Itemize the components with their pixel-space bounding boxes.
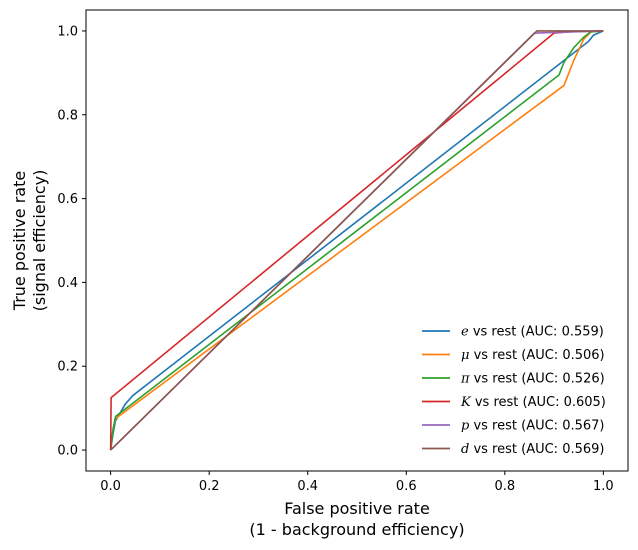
- legend-entry-4: p vs rest (AUC: 0.567): [461, 419, 604, 434]
- legend-label-0: vs rest (AUC: 0.559): [469, 325, 604, 340]
- x-axis-label-line1: False positive rate: [284, 499, 430, 518]
- legend-symbol-2: π: [460, 372, 470, 387]
- series-line-2: [109, 30, 604, 451]
- legend: e vs rest (AUC: 0.559)μ vs rest (AUC: 0.…: [412, 312, 622, 459]
- y-tick-label: 0.2: [57, 360, 78, 375]
- series-line-5: [110, 30, 604, 451]
- x-axis-label-line2: (1 - background efficiency): [249, 520, 464, 539]
- legend-label-5: vs rest (AUC: 0.569): [469, 442, 604, 457]
- legend-symbol-0: e: [461, 325, 469, 340]
- plot-area: [85, 9, 629, 472]
- y-axis-label-line2: (signal efficiency): [30, 170, 49, 312]
- x-tick-label: 1.0: [593, 479, 614, 494]
- x-tick-label: 0.4: [297, 479, 318, 494]
- legend-entry-0: e vs rest (AUC: 0.559): [461, 325, 604, 340]
- legend-label-1: vs rest (AUC: 0.506): [469, 348, 604, 363]
- y-tick-label: 1.0: [57, 24, 78, 39]
- axis-ticks: 0.0 0.2 0.4 0.6 0.8 1.0 0.0 0.2 0.4 0.6 0.8 1.0: [57, 24, 613, 494]
- legend-symbol-3: K: [460, 395, 472, 410]
- y-tick-label: 0.8: [57, 108, 78, 123]
- legend-entry-3: K vs rest (AUC: 0.605): [460, 395, 606, 410]
- y-tick-label: 0.6: [57, 192, 78, 207]
- x-tick-label: 0.8: [494, 479, 515, 494]
- legend-entry-2: π vs rest (AUC: 0.526): [460, 372, 605, 387]
- series-lines: [109, 30, 604, 451]
- legend-label-2: vs rest (AUC: 0.526): [470, 372, 605, 387]
- legend-symbol-1: μ: [461, 348, 469, 363]
- legend-symbol-5: d: [461, 442, 469, 457]
- x-tick-label: 0.2: [199, 479, 220, 494]
- legend-symbol-4: p: [461, 419, 470, 434]
- y-axis-label-line1: True positive rate: [10, 171, 29, 311]
- legend-label-4: vs rest (AUC: 0.567): [469, 419, 604, 434]
- legend-box: [412, 312, 622, 459]
- y-tick-label: 0.0: [57, 444, 78, 459]
- y-tick-label: 0.4: [57, 276, 78, 291]
- legend-entry-5: d vs rest (AUC: 0.569): [461, 442, 604, 457]
- legend-entry-1: μ vs rest (AUC: 0.506): [461, 348, 605, 363]
- x-tick-label: 0.6: [396, 479, 417, 494]
- legend-label-3: vs rest (AUC: 0.605): [471, 395, 606, 410]
- x-tick-label: 0.0: [100, 479, 121, 494]
